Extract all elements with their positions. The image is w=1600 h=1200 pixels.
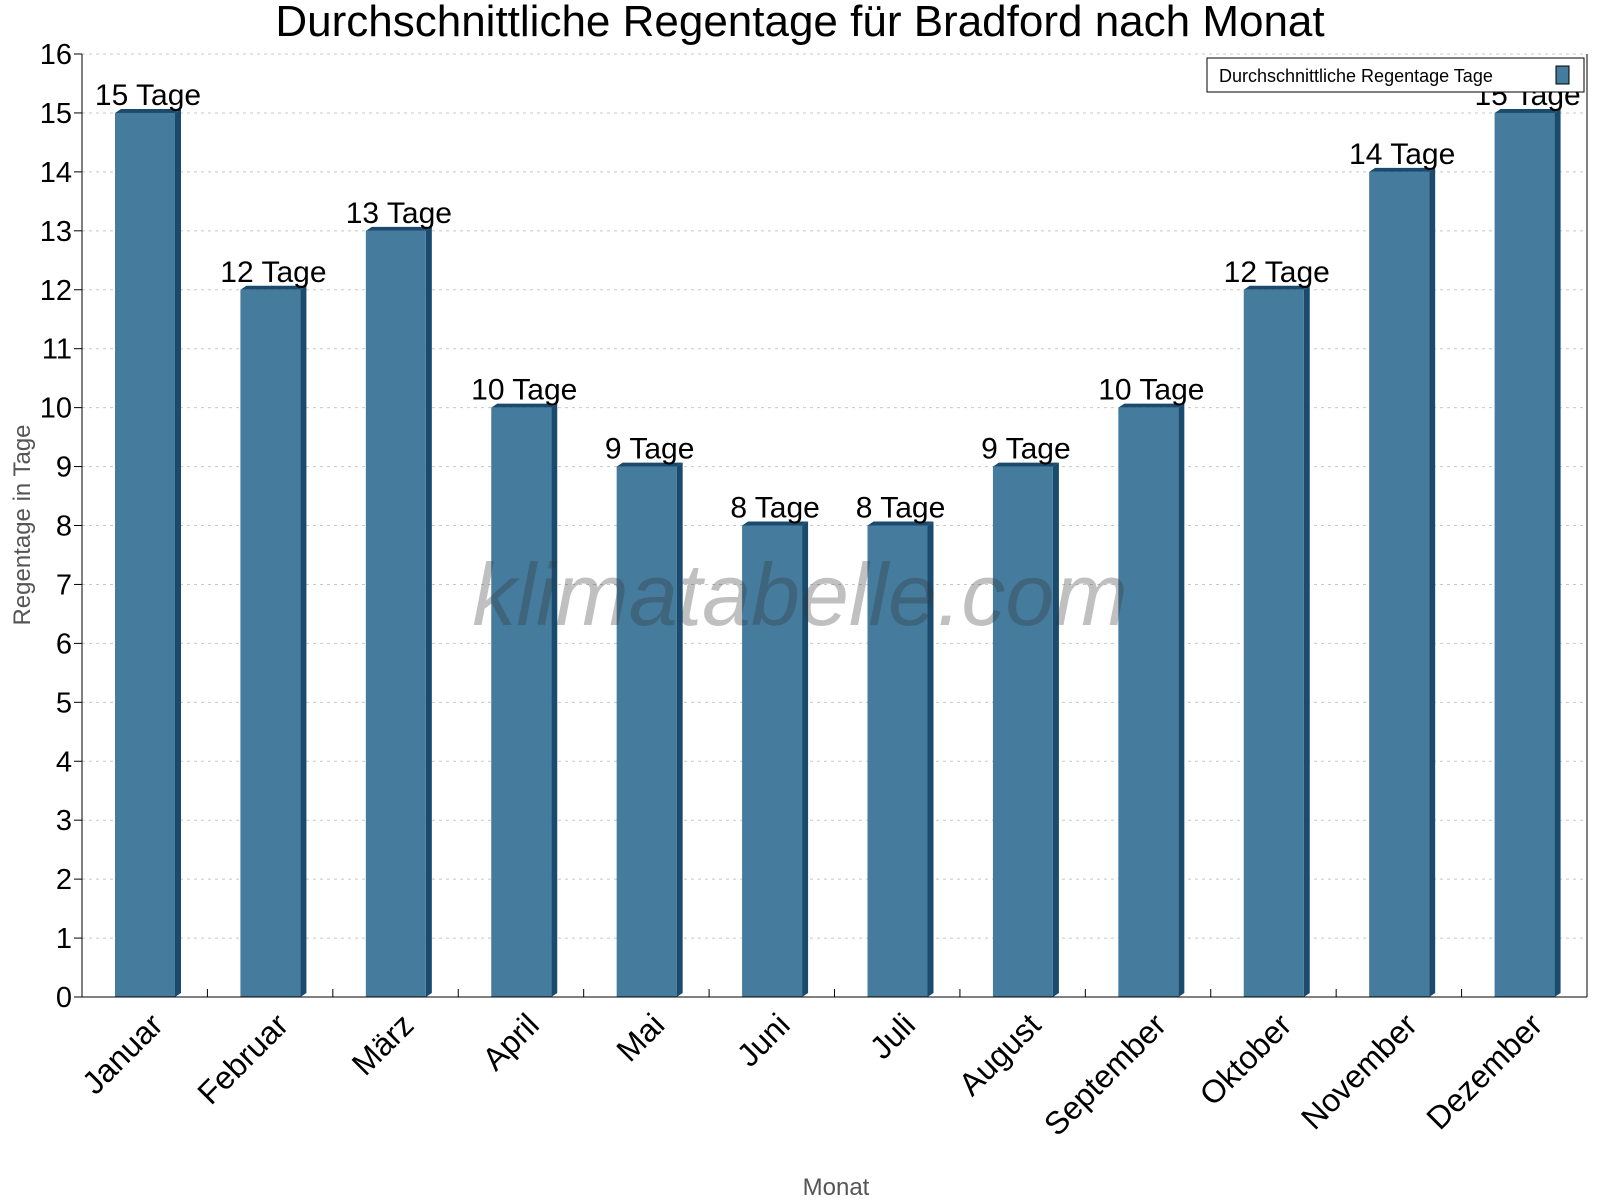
data-label: 8 Tage <box>856 492 946 525</box>
chart-title: Durchschnittliche Regentage für Bradford… <box>275 0 1324 46</box>
x-tick-label: September <box>1037 1006 1173 1142</box>
bar <box>867 525 928 997</box>
bar <box>742 525 803 997</box>
data-label: 9 Tage <box>605 433 695 466</box>
bar-top <box>1118 403 1185 408</box>
bar-side <box>1178 403 1185 997</box>
y-tick-label: 14 <box>40 157 72 189</box>
bar <box>240 289 301 997</box>
bar <box>1369 171 1430 997</box>
bar <box>992 466 1053 997</box>
bar-side <box>425 226 432 997</box>
bar <box>1494 112 1555 997</box>
bar <box>115 112 175 997</box>
data-label: 8 Tage <box>730 492 820 525</box>
y-tick-label: 7 <box>56 569 72 601</box>
x-tick-label: Mai <box>609 1006 671 1068</box>
bar-side <box>676 462 683 997</box>
y-tick-label: 16 <box>40 39 72 71</box>
bar <box>616 466 677 997</box>
x-tick-label: Januar <box>75 1006 170 1101</box>
data-label: 13 Tage <box>346 197 452 230</box>
y-tick-label: 5 <box>56 687 72 719</box>
data-label: 12 Tage <box>220 256 326 289</box>
y-tick-label: 9 <box>56 452 72 484</box>
bar <box>491 407 552 997</box>
y-tick-label: 13 <box>40 216 72 248</box>
bar-top <box>1369 167 1436 172</box>
bar-top <box>992 462 1059 467</box>
bar <box>365 230 426 997</box>
bar-top <box>365 226 432 231</box>
bar-side <box>1303 285 1310 997</box>
x-tick-label: Juli <box>863 1006 922 1065</box>
x-tick-label: November <box>1294 1006 1424 1136</box>
bar-top <box>867 521 934 526</box>
legend-swatch <box>1555 65 1570 85</box>
data-label: 15 Tage <box>95 79 201 112</box>
data-label: 14 Tage <box>1349 138 1455 171</box>
bar <box>1243 289 1304 997</box>
y-tick-label: 11 <box>42 334 72 366</box>
bar-top <box>240 285 307 290</box>
bar-top <box>1243 285 1310 290</box>
x-tick-label: Februar <box>190 1006 295 1111</box>
y-tick-label: 1 <box>56 923 72 955</box>
bar-side <box>927 521 934 997</box>
bar-side <box>175 108 181 997</box>
y-tick-label: 3 <box>56 805 72 837</box>
legend-box <box>1206 57 1585 93</box>
bar <box>1118 407 1179 997</box>
bar-top <box>1494 108 1561 113</box>
bar-side <box>551 403 558 997</box>
y-tick-label: 6 <box>56 628 72 660</box>
y-tick-label: 10 <box>40 393 72 425</box>
legend-label: Durchschnittliche Regentage Tage <box>1219 66 1493 86</box>
x-tick-label: Juni <box>730 1006 797 1073</box>
data-label: 9 Tage <box>981 433 1071 466</box>
data-label: 10 Tage <box>1098 374 1204 407</box>
bar-top <box>742 521 809 526</box>
y-tick-label: 2 <box>56 864 72 896</box>
y-tick-label: 4 <box>56 746 72 778</box>
bar-side <box>1429 167 1436 997</box>
x-tick-label: Oktober <box>1192 1006 1298 1112</box>
bar-top <box>616 462 683 467</box>
y-tick-label: 0 <box>56 982 72 1014</box>
y-tick-label: 12 <box>40 275 72 307</box>
data-label: 12 Tage <box>1224 256 1330 289</box>
y-axis-label: Regentage in Tage <box>9 424 36 625</box>
x-tick-label: April <box>475 1006 546 1077</box>
bar-side <box>802 521 809 997</box>
x-tick-label: März <box>345 1006 421 1082</box>
bar-top <box>491 403 558 408</box>
bar-top <box>115 108 181 113</box>
data-label: 10 Tage <box>471 374 577 407</box>
y-tick-label: 15 <box>40 98 72 130</box>
bar-side <box>1554 108 1561 997</box>
x-tick-label: Dezember <box>1419 1006 1549 1136</box>
bar-side <box>1052 462 1059 997</box>
watermark: klimatabelle.com <box>472 545 1127 644</box>
legend: Durchschnittliche Regentage Tage <box>1206 57 1585 93</box>
x-axis-label: Monat <box>803 1174 870 1200</box>
x-tick-label: August <box>952 1006 1048 1102</box>
bar-side <box>300 285 307 997</box>
y-tick-label: 8 <box>56 511 72 543</box>
